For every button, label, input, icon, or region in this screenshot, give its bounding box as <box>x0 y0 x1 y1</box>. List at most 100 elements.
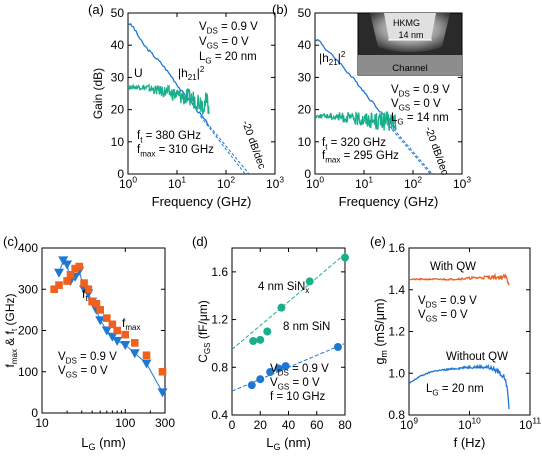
extrapolation-line <box>393 128 433 174</box>
series-label-without-qw: Without QW <box>446 351 508 363</box>
y-tick-label: 40 <box>111 38 125 52</box>
bias-condition-text: VDS = 0.9 V <box>391 84 450 98</box>
frequency-metric-text: fmax = 295 GHz <box>322 150 399 164</box>
x-tick-label: 80 <box>338 418 352 432</box>
y-tick-label: 30 <box>111 70 125 84</box>
fit-line <box>231 253 346 350</box>
frequency-metric-text: fmax = 310 GHz <box>137 144 214 158</box>
tem-inset-image: HKMG 14 nm Channel <box>357 12 463 76</box>
ft-marker <box>157 388 168 398</box>
x-axis-label: LG (nm) <box>81 435 126 452</box>
gate-length-text: LG = 20 nm <box>426 383 484 397</box>
fmax-marker <box>121 330 130 339</box>
y-tick-label: 50 <box>298 6 312 20</box>
panel-label: (c) <box>3 234 18 249</box>
data-point <box>274 364 283 373</box>
y-tick-label: 1.0 <box>388 366 405 380</box>
panel-d: (d) 0 20 40 60 80 0.4 0.8 1.2 1.6 4 nm SiNx 8 nm Si… <box>192 234 352 452</box>
y-tick-label: 40 <box>298 38 312 52</box>
fmax-marker <box>158 367 167 376</box>
ft-marker <box>95 316 106 326</box>
x-tick-label: 101 <box>168 175 186 191</box>
x-tick-label: 103 <box>453 175 471 191</box>
data-point <box>333 343 342 352</box>
fmax-marker <box>113 326 122 335</box>
ft-marker <box>107 332 118 342</box>
x-tick-label: 10 <box>35 416 49 430</box>
data-point <box>256 335 265 344</box>
fmax-marker <box>92 299 101 308</box>
x-axis-label: LG (nm) <box>266 435 311 452</box>
y-tick-label: 1.6 <box>211 265 228 279</box>
y-tick-label: 1.6 <box>388 241 405 255</box>
ft-marker <box>53 268 64 278</box>
y-axis-label: CGS (fF/μm) <box>196 300 212 362</box>
y-axis-label: Gain (dB) <box>91 68 105 119</box>
series-label-4nm: 4 nm SiNx <box>258 281 309 295</box>
bias-condition-text: f = 10 GHz <box>270 391 326 403</box>
frequency-metric-text: ft = 320 GHz <box>322 137 386 151</box>
x-tick-label: 40 <box>282 418 296 432</box>
data-point <box>263 327 272 336</box>
panel-label: (e) <box>370 234 386 249</box>
fmax-marker <box>75 262 84 271</box>
ft-series-label: ft <box>82 287 88 303</box>
panel-label: (a) <box>88 2 104 17</box>
data-point <box>247 381 256 390</box>
data-point <box>341 253 349 262</box>
y-tick-label: 20 <box>298 103 312 117</box>
x-axis-label: Frequency (GHz) <box>152 194 252 209</box>
x-tick-label: 100 <box>115 416 135 430</box>
series-line <box>409 272 510 286</box>
y-tick-label: 1.4 <box>388 283 405 297</box>
ft-marker <box>112 336 123 346</box>
bias-condition-text: LG = 20 nm <box>199 51 257 65</box>
bias-condition-text: VGS = 0 V <box>270 377 320 391</box>
inset-hkmg-label: HKMG <box>393 18 420 28</box>
y-tick-label: 50 <box>111 6 125 20</box>
extrapolation-line <box>206 122 250 174</box>
extrapolation-line <box>199 115 246 174</box>
fmax-marker <box>130 339 139 347</box>
data-point <box>281 362 290 371</box>
inset-channel-label: Channel <box>392 63 427 74</box>
fmax-marker <box>63 277 71 285</box>
bias-condition-text: VGS = 0 V <box>418 309 468 323</box>
data-point <box>256 375 265 384</box>
y-tick-label: 1.2 <box>211 313 228 327</box>
x-tick-label: 60 <box>310 418 324 432</box>
fmax-marker <box>84 285 93 294</box>
bias-condition-text: LG = 14 nm <box>391 112 449 126</box>
inset-dimension-label: 14 nm <box>398 30 423 40</box>
x-tick-label: 102 <box>217 175 235 191</box>
x-tick-label: 300 <box>155 416 175 430</box>
data-point <box>277 303 286 312</box>
series-line <box>315 110 397 131</box>
ft-marker <box>101 326 112 336</box>
fmax-marker <box>80 279 88 287</box>
y-tick-label: 0 <box>304 167 311 181</box>
slope-annotation: -20 dB/dec <box>239 119 268 171</box>
y-tick-label: 0.8 <box>388 408 405 422</box>
data-point <box>249 337 258 346</box>
fmax-marker <box>142 351 151 360</box>
y-axis-label: gm (mS/μm) <box>373 298 389 364</box>
panel-label: (b) <box>272 2 288 17</box>
x-tick-label: 1011 <box>519 416 541 432</box>
h21-label: |h21|2 <box>178 65 205 82</box>
y-tick-label: 0 <box>117 167 124 181</box>
y-tick-label: 20 <box>111 103 125 117</box>
bias-condition-text: VGS = 0 V <box>391 98 441 112</box>
x-tick-label: 20 <box>254 418 268 432</box>
bias-condition-text: VGS = 0 V <box>199 36 249 50</box>
bias-condition-text: VGS = 0 V <box>58 365 108 379</box>
x-axis-label: Frequency (GHz) <box>339 194 439 209</box>
series-label-8nm: 8 nm SiN <box>283 321 330 333</box>
panel-c: (c) 10 100 300 0 100 200 300 400 ft fmax VDS = 0.9 … <box>3 234 175 452</box>
h21-label: |h21|2 <box>319 50 346 67</box>
y-tick-label: 0.4 <box>211 408 228 422</box>
extrapolation-line <box>388 125 432 174</box>
fmax-series-label: fmax <box>122 316 140 332</box>
